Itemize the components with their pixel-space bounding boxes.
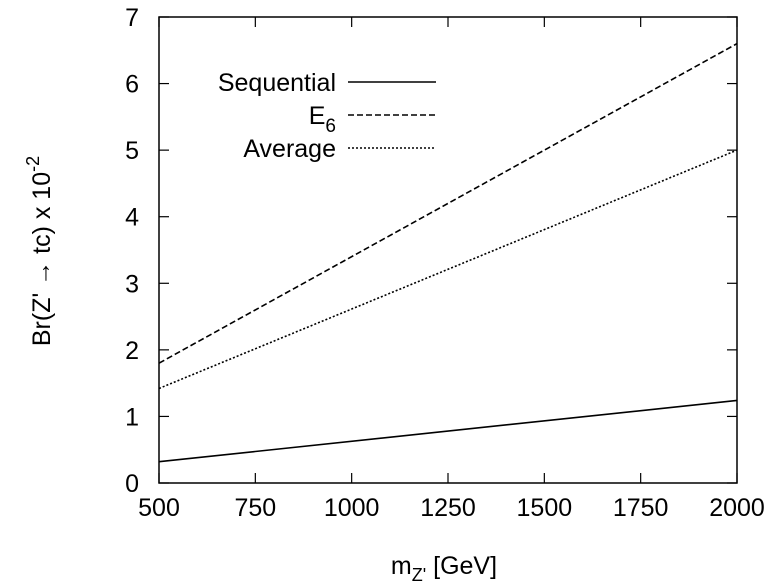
- y-tick-label-1: 1: [125, 403, 139, 431]
- series-line-e6: [158, 42, 738, 364]
- x-axis-title: mZ' [GeV]: [391, 552, 497, 585]
- y-axis-title-main: Br(Z' → tc) x 10: [28, 172, 56, 346]
- legend-label-e6: E6: [309, 102, 336, 137]
- x-tick-label-2000: 2000: [709, 494, 765, 522]
- series-line-average: [158, 149, 738, 390]
- y-tick-label-5: 5: [125, 137, 139, 165]
- series-line-sequential: [158, 399, 738, 463]
- x-axis-title-main: m: [391, 552, 412, 580]
- y-axis-title-superscript: -2: [23, 156, 43, 172]
- legend-label-average: Average: [243, 135, 336, 163]
- x-axis-title-rest: [GeV]: [426, 552, 497, 580]
- x-tick-label-750: 750: [234, 494, 276, 522]
- y-tick-label-4: 4: [125, 204, 139, 232]
- y-tick-label-7: 7: [125, 4, 139, 32]
- chart-marks: [158, 42, 738, 463]
- y-axis-title: Br(Z' → tc) x 10-2: [23, 156, 56, 346]
- y-tick-label-0: 0: [125, 470, 139, 498]
- x-tick-label-1500: 1500: [517, 494, 573, 522]
- legend-label-main-average: Average: [243, 135, 336, 163]
- y-tick-label-3: 3: [125, 270, 139, 298]
- x-axis-title-subscript: Z': [412, 565, 426, 585]
- legend-label-main-sequential: Sequential: [218, 69, 336, 97]
- y-tick-label-6: 6: [125, 71, 139, 99]
- x-tick-label-500: 500: [138, 494, 180, 522]
- x-tick-label-1750: 1750: [613, 494, 669, 522]
- x-tick-label-1000: 1000: [324, 494, 380, 522]
- legend-label-sequential: Sequential: [218, 69, 336, 97]
- x-tick-label-1250: 1250: [420, 494, 476, 522]
- legend-label-subscript-e6: 6: [325, 116, 336, 137]
- axes: 500 750 1000 1250 1500 1750 2000 0 1 2 3 4 5 6 7: [125, 4, 765, 522]
- legend-label-main-e6: E: [309, 102, 326, 130]
- y-tick-label-2: 2: [125, 337, 139, 365]
